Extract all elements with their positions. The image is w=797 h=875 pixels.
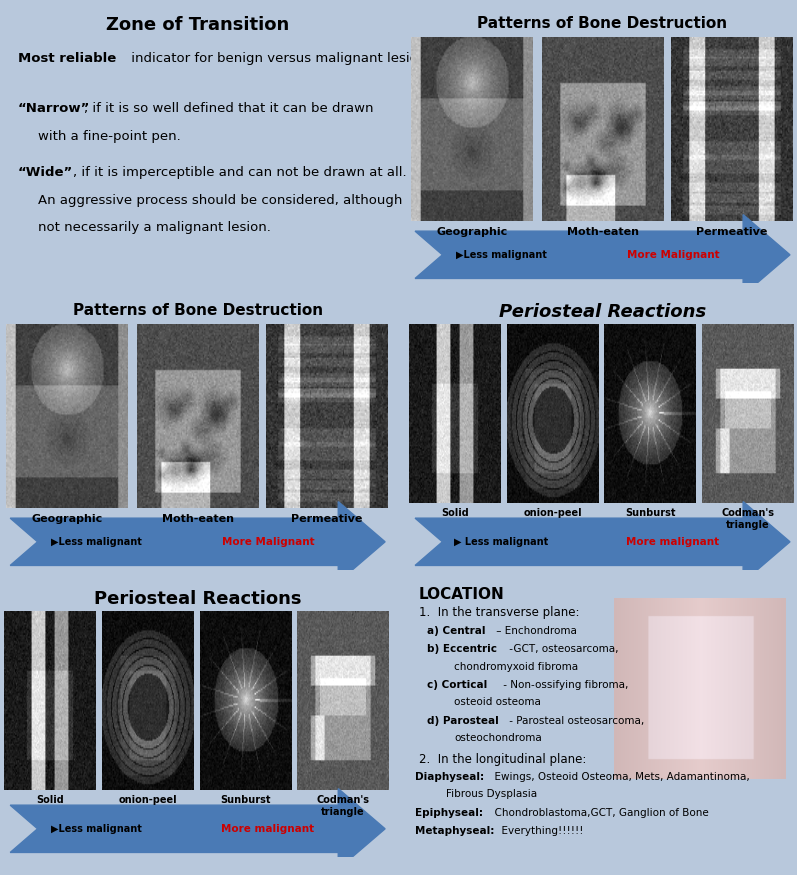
Text: osteoid osteoma: osteoid osteoma bbox=[454, 697, 541, 707]
Text: Ewings, Osteoid Osteoma, Mets, Adamantinoma,: Ewings, Osteoid Osteoma, Mets, Adamantin… bbox=[488, 772, 750, 781]
Text: ▶Less malignant: ▶Less malignant bbox=[51, 536, 142, 547]
Text: “Narrow”: “Narrow” bbox=[18, 102, 90, 115]
Text: onion-peel: onion-peel bbox=[119, 795, 177, 805]
Text: Geographic: Geographic bbox=[31, 514, 103, 524]
Text: b) Eccentric: b) Eccentric bbox=[427, 644, 497, 654]
Text: Permeative: Permeative bbox=[291, 514, 362, 524]
Text: ▶Less malignant: ▶Less malignant bbox=[456, 249, 547, 260]
Text: Solid: Solid bbox=[37, 795, 64, 805]
Text: Most reliable: Most reliable bbox=[18, 52, 116, 65]
Text: More malignant: More malignant bbox=[626, 536, 720, 547]
Text: onion-peel: onion-peel bbox=[524, 508, 582, 518]
Text: Metaphyseal:: Metaphyseal: bbox=[415, 826, 494, 836]
Text: d) Parosteal: d) Parosteal bbox=[427, 716, 499, 726]
Text: Chondroblastoma,GCT, Ganglion of Bone: Chondroblastoma,GCT, Ganglion of Bone bbox=[488, 808, 709, 817]
Polygon shape bbox=[415, 214, 790, 295]
Text: Epiphyseal:: Epiphyseal: bbox=[415, 808, 483, 817]
Text: More malignant: More malignant bbox=[222, 823, 315, 834]
Text: - Parosteal osteosarcoma,: - Parosteal osteosarcoma, bbox=[506, 716, 645, 726]
Text: LOCATION: LOCATION bbox=[419, 587, 505, 602]
Text: Sunburst: Sunburst bbox=[625, 508, 676, 518]
Text: Permeative: Permeative bbox=[696, 227, 767, 237]
Text: Geographic: Geographic bbox=[436, 227, 508, 237]
Text: – Enchondroma: – Enchondroma bbox=[493, 626, 577, 636]
Text: Diaphyseal:: Diaphyseal: bbox=[415, 772, 485, 781]
Text: Everything!!!!!!: Everything!!!!!! bbox=[495, 826, 583, 836]
Text: c) Cortical: c) Cortical bbox=[427, 680, 487, 690]
Text: “Wide”: “Wide” bbox=[18, 165, 73, 178]
Polygon shape bbox=[415, 501, 790, 582]
Text: Fibrous Dysplasia: Fibrous Dysplasia bbox=[446, 789, 537, 799]
Text: An aggressive process should be considered, although: An aggressive process should be consider… bbox=[37, 193, 402, 206]
Polygon shape bbox=[10, 788, 385, 869]
Text: Periosteal Reactions: Periosteal Reactions bbox=[94, 590, 301, 607]
Text: More Malignant: More Malignant bbox=[222, 536, 314, 547]
Text: with a fine-point pen.: with a fine-point pen. bbox=[37, 130, 180, 143]
Text: , if it is imperceptible and can not be drawn at all.: , if it is imperceptible and can not be … bbox=[73, 165, 406, 178]
Text: Periosteal Reactions: Periosteal Reactions bbox=[499, 303, 706, 320]
Text: More Malignant: More Malignant bbox=[626, 249, 719, 260]
Text: Moth-eaten: Moth-eaten bbox=[162, 514, 234, 524]
Text: Codman's
triangle: Codman's triangle bbox=[316, 795, 370, 817]
Text: Solid: Solid bbox=[442, 508, 469, 518]
Text: 2.  In the longitudinal plane:: 2. In the longitudinal plane: bbox=[419, 752, 587, 766]
Text: a) Central: a) Central bbox=[427, 626, 485, 636]
Text: Codman's
triangle: Codman's triangle bbox=[721, 508, 775, 530]
Text: - Non-ossifying fibroma,: - Non-ossifying fibroma, bbox=[500, 680, 628, 690]
Text: Patterns of Bone Destruction: Patterns of Bone Destruction bbox=[477, 16, 728, 31]
Text: Sunburst: Sunburst bbox=[220, 795, 271, 805]
Text: ▶Less malignant: ▶Less malignant bbox=[51, 823, 142, 834]
Text: -GCT, osteosarcoma,: -GCT, osteosarcoma, bbox=[506, 644, 619, 654]
Text: osteochondroma: osteochondroma bbox=[454, 733, 542, 743]
Text: 1.  In the transverse plane:: 1. In the transverse plane: bbox=[419, 606, 579, 620]
Text: chondromyxoid fibroma: chondromyxoid fibroma bbox=[454, 662, 579, 672]
Polygon shape bbox=[10, 501, 385, 582]
Text: Zone of Transition: Zone of Transition bbox=[106, 16, 289, 33]
Text: Moth-eaten: Moth-eaten bbox=[567, 227, 638, 237]
Text: indicator for benign versus malignant lesions.: indicator for benign versus malignant le… bbox=[128, 52, 438, 65]
Text: , if it is so well defined that it can be drawn: , if it is so well defined that it can b… bbox=[84, 102, 374, 115]
Text: ▶ Less malignant: ▶ Less malignant bbox=[453, 536, 548, 547]
Text: not necessarily a malignant lesion.: not necessarily a malignant lesion. bbox=[37, 221, 270, 234]
Text: Patterns of Bone Destruction: Patterns of Bone Destruction bbox=[73, 303, 323, 318]
